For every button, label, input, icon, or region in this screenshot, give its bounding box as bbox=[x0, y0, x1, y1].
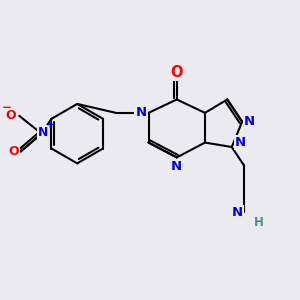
Text: +: + bbox=[46, 120, 54, 130]
Text: −: − bbox=[2, 101, 12, 114]
Text: O: O bbox=[8, 145, 19, 158]
Text: N: N bbox=[244, 115, 255, 128]
Text: N: N bbox=[235, 136, 246, 149]
Text: O: O bbox=[6, 109, 16, 122]
Text: H: H bbox=[254, 216, 263, 229]
Text: N: N bbox=[232, 206, 243, 219]
Text: N: N bbox=[136, 106, 147, 119]
Text: O: O bbox=[170, 64, 183, 80]
Text: N: N bbox=[38, 126, 48, 139]
Text: N: N bbox=[171, 160, 182, 173]
